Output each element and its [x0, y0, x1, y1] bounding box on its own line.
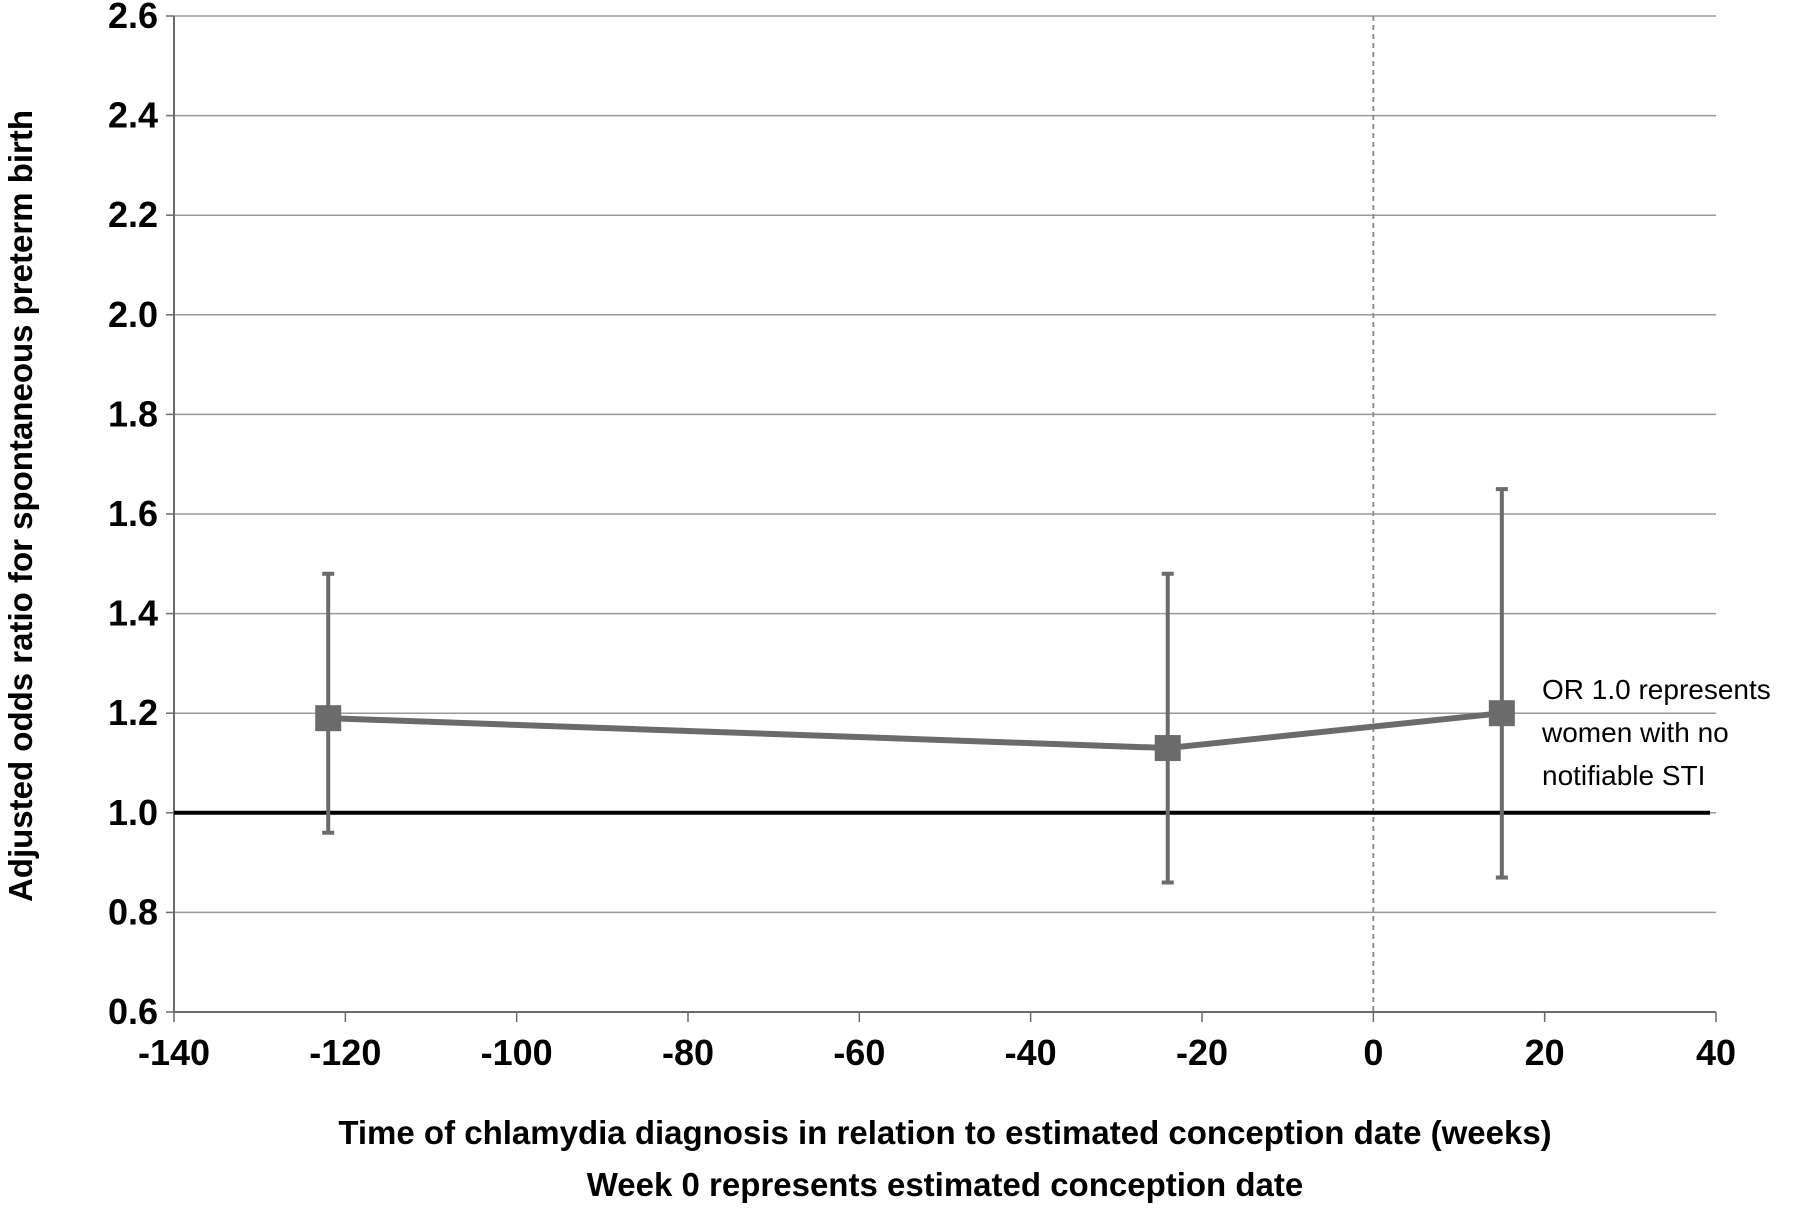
x-tick-label: -120: [309, 1032, 381, 1073]
annotation-line-2: women with no: [1541, 717, 1729, 748]
y-tick-label: 1.8: [108, 393, 158, 434]
x-tick-label: 40: [1696, 1032, 1736, 1073]
annotation-line-3: notifiable STI: [1542, 760, 1705, 791]
x-axis-subtitle: Week 0 represents estimated conception d…: [587, 1166, 1303, 1203]
x-tick-label: 0: [1363, 1032, 1383, 1073]
y-tick-label: 2.0: [108, 294, 158, 335]
series-line: [328, 710, 1503, 752]
y-tick-label: 1.4: [108, 593, 158, 634]
y-tick-label: 1.6: [108, 493, 158, 534]
x-tick-label: -140: [138, 1032, 210, 1073]
gridlines: [174, 15, 1716, 914]
axes: [166, 15, 1717, 1022]
y-tick-label: 2.4: [108, 95, 158, 136]
reference-lines: [174, 16, 1710, 1012]
annotation-line-1: OR 1.0 represents: [1542, 674, 1771, 705]
x-tick-label: -60: [833, 1032, 885, 1073]
y-tick-label: 0.8: [108, 891, 158, 932]
y-tick-label: 1.0: [108, 792, 158, 833]
data-point-marker: [315, 705, 342, 732]
x-tick-label: 20: [1525, 1032, 1565, 1073]
y-tick-label: 0.6: [108, 991, 158, 1032]
data-point-marker: [1488, 700, 1515, 727]
y-tick-label: 1.2: [108, 692, 158, 733]
y-tick-label: 2.6: [108, 0, 158, 36]
y-tick-label: 2.2: [108, 194, 158, 235]
tick-labels: 0.6 0.8 1.0 1.2 1.4 1.6 1.8 2.0 2.2 2.4 2.6 -140 -12…: [108, 0, 1736, 1073]
data-point-marker: [1154, 735, 1181, 762]
x-tick-label: -80: [662, 1032, 714, 1073]
x-tick-label: -100: [481, 1032, 553, 1073]
y-axis-title: Adjusted odds ratio for spontaneous pret…: [2, 110, 39, 902]
x-tick-label: -20: [1176, 1032, 1228, 1073]
x-tick-label: -40: [1005, 1032, 1057, 1073]
series-layer: [315, 487, 1515, 885]
x-axis-title: Time of chlamydia diagnosis in relation …: [338, 1114, 1551, 1151]
